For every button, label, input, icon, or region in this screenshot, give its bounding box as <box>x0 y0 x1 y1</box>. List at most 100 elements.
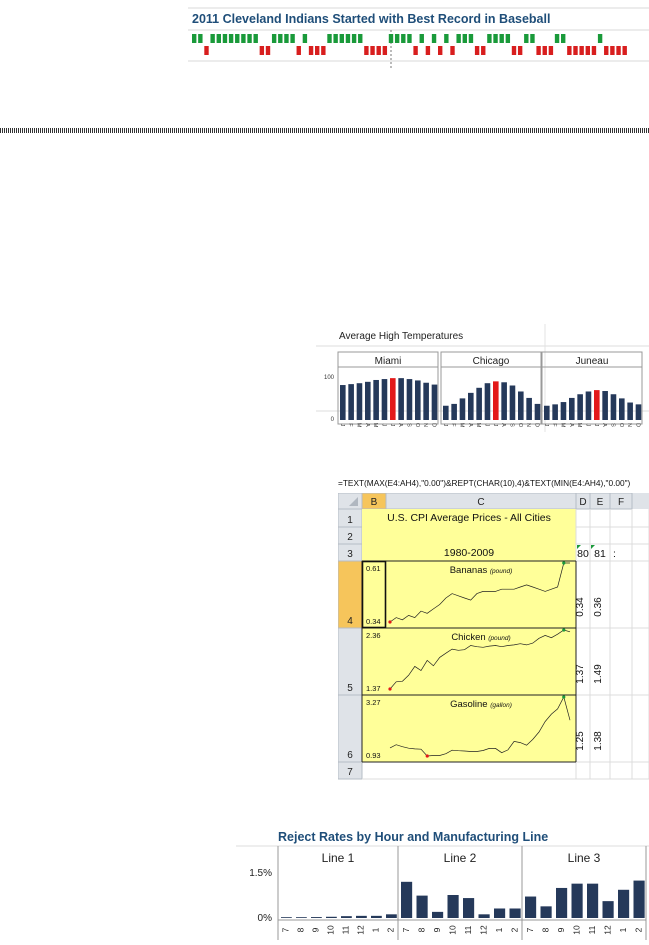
month-label: M <box>458 423 464 428</box>
loss-bar <box>450 46 455 55</box>
sparkline <box>389 629 571 690</box>
month-label: O <box>517 423 523 428</box>
temp-bar <box>390 378 396 420</box>
month-label: M <box>576 423 582 428</box>
temp-bar <box>610 394 617 420</box>
temp-bar <box>443 405 449 420</box>
temp-bar <box>534 403 541 420</box>
reject-bar <box>571 883 583 918</box>
win-bar <box>284 34 289 43</box>
reject-bar <box>341 916 352 918</box>
section-divider <box>0 128 649 133</box>
reject-title: Reject Rates by Hour and Manufacturing L… <box>278 830 548 844</box>
hour-label: 7 <box>281 927 291 932</box>
hour-label: 10 <box>447 925 457 935</box>
column-header-label[interactable]: F <box>618 497 624 508</box>
reject-bar <box>556 887 568 918</box>
loss-bar <box>376 46 381 55</box>
loss-bar <box>517 46 523 55</box>
win-bar <box>192 34 197 43</box>
loss-bar <box>573 46 578 55</box>
win-bar <box>358 34 363 43</box>
temp-bar <box>348 384 354 420</box>
cpi-title: U.S. CPI Average Prices - All Cities <box>387 512 551 524</box>
temp-bar <box>423 382 429 420</box>
cell-value: 1.25 <box>575 731 586 751</box>
reject-bar <box>281 917 292 918</box>
win-bar <box>499 34 504 43</box>
temp-bar <box>484 383 491 420</box>
win-bar <box>462 34 467 43</box>
month-label: A <box>397 423 403 427</box>
temp-bar <box>365 381 371 420</box>
temp-bar <box>459 398 466 420</box>
loss-bar <box>604 46 609 55</box>
reject-bar <box>401 881 413 918</box>
temp-bar <box>627 402 633 420</box>
reject-bar <box>540 906 552 918</box>
month-label: M <box>355 423 361 428</box>
month-label: J <box>442 424 448 427</box>
cell-value: 1.49 <box>593 664 604 684</box>
win-bar <box>505 34 511 43</box>
win-bar <box>530 34 535 43</box>
reject-bar <box>432 911 444 918</box>
loss-bar <box>321 46 326 55</box>
hour-label: 11 <box>463 925 473 934</box>
cpi-sheet: B C D E F 1 2 3 4 5 6 7 U.S. CPI Average Prices - Al… <box>337 492 649 780</box>
temps-chart: Average High Temperatures 100 0 Miami J F M A M… <box>316 324 649 432</box>
temp-bar <box>560 402 567 420</box>
column-header-label[interactable]: E <box>597 497 604 508</box>
win-bar <box>302 34 308 43</box>
month-label: A <box>601 423 607 427</box>
max-label: 3.27 <box>366 698 381 707</box>
month-label: N <box>525 423 531 427</box>
temp-bar <box>476 387 482 420</box>
reject-bar <box>633 880 645 918</box>
hour-label: 11 <box>587 925 597 934</box>
reject-bar <box>509 908 521 918</box>
max-label: 0.61 <box>366 564 381 573</box>
win-bar <box>222 34 228 43</box>
min-marker <box>388 620 392 624</box>
loss-bar <box>265 46 271 55</box>
row-header[interactable] <box>337 761 363 780</box>
win-bar <box>228 34 234 43</box>
row-header-label: 5 <box>347 683 353 694</box>
hour-label: 8 <box>540 927 550 932</box>
column-header-label[interactable]: D <box>579 497 586 508</box>
max-label: 2.36 <box>366 631 381 640</box>
row-header[interactable] <box>337 560 363 629</box>
active-cell[interactable] <box>361 560 387 629</box>
win-bar <box>198 34 203 43</box>
max-marker <box>562 695 566 699</box>
column-header-label[interactable]: C <box>477 497 484 508</box>
win-bar <box>456 34 461 43</box>
select-all-corner <box>337 492 363 510</box>
win-bar <box>216 34 221 43</box>
month-label: M <box>372 423 378 428</box>
hour-label: 10 <box>571 925 581 935</box>
max-marker <box>562 561 566 565</box>
column-header-label[interactable]: B <box>371 497 378 508</box>
temp-bar <box>415 380 421 420</box>
win-bar <box>327 34 332 43</box>
month-label: J <box>483 424 489 427</box>
win-bar <box>401 34 406 43</box>
month-label: M <box>559 423 565 428</box>
temp-bar <box>373 379 379 420</box>
panel-label: Line 3 <box>568 851 601 865</box>
loss-bar <box>616 46 621 55</box>
min-label: 1.37 <box>366 684 381 693</box>
win-bar <box>493 34 498 43</box>
row-header[interactable] <box>337 694 363 763</box>
baseball-bars <box>192 34 627 55</box>
y-tick-label: 100 <box>324 375 335 381</box>
baseball-svg: 2011 Cleveland Indians Started with Best… <box>188 7 649 68</box>
min-marker <box>388 687 392 691</box>
row-header[interactable] <box>337 627 363 696</box>
month-label: S <box>405 423 411 427</box>
win-bar <box>241 34 246 43</box>
formula-bar[interactable]: =TEXT(MAX(E4:AH4),"0.00")&REPT(CHAR(10),… <box>338 478 631 488</box>
